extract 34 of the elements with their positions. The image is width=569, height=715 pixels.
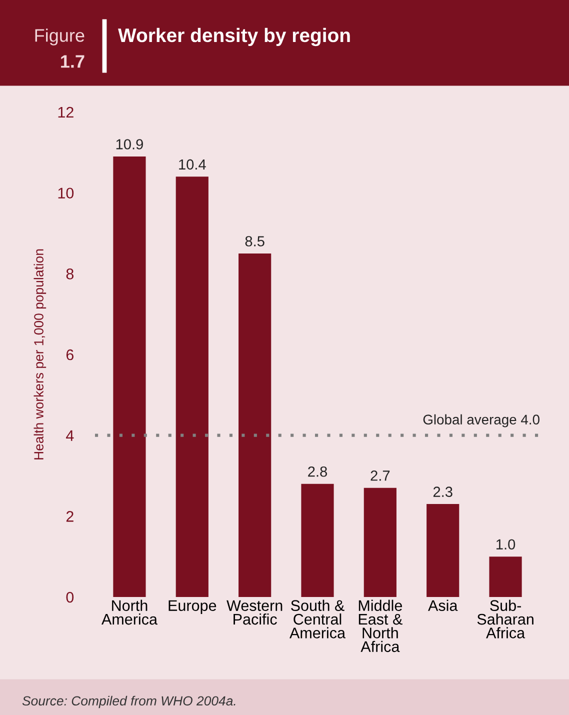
bar <box>489 556 522 597</box>
y-tick-label: 2 <box>66 511 74 522</box>
source-note: Source: Compiled from WHO 2004a. <box>22 696 236 708</box>
data-label: 2.7 <box>370 470 390 481</box>
y-axis-title: Health workers per 1,000 population <box>34 249 46 460</box>
text: 1.7 <box>61 55 84 68</box>
y-tick-label: 0 <box>66 592 74 603</box>
x-tick-label: Asia <box>428 600 458 611</box>
data-label: 1.0 <box>496 539 516 550</box>
x-tick-label: Middle East & North Africa <box>358 600 402 652</box>
x-tick-label: Sub- Saharan Africa <box>477 600 534 638</box>
bar <box>113 156 146 597</box>
data-label: 10.4 <box>179 159 206 170</box>
y-tick-label: 4 <box>66 430 74 441</box>
data-label: 8.5 <box>245 236 264 246</box>
y-tick-label: 6 <box>66 349 74 360</box>
bar <box>176 176 208 597</box>
chart-title: Worker density by region <box>118 28 350 46</box>
data-label: 10.9 <box>116 139 143 150</box>
y-tick-label: 12 <box>58 106 74 118</box>
data-label: 2.8 <box>308 466 328 477</box>
ref-line-label: Global average 4.0 <box>423 414 540 428</box>
y-tick-label: 8 <box>66 268 74 280</box>
x-tick-label: South & Central America <box>290 600 346 638</box>
bar <box>426 504 460 597</box>
bar <box>364 488 396 597</box>
x-tick-label: North America <box>101 600 158 625</box>
data-label: 2.3 <box>433 486 452 497</box>
bar <box>301 484 334 597</box>
bar <box>238 253 272 597</box>
y-tick-label: 10 <box>58 188 74 199</box>
x-tick-label: Western Pacific <box>226 600 282 625</box>
x-tick-label: Europe <box>168 600 216 614</box>
text: Figure <box>35 28 84 46</box>
